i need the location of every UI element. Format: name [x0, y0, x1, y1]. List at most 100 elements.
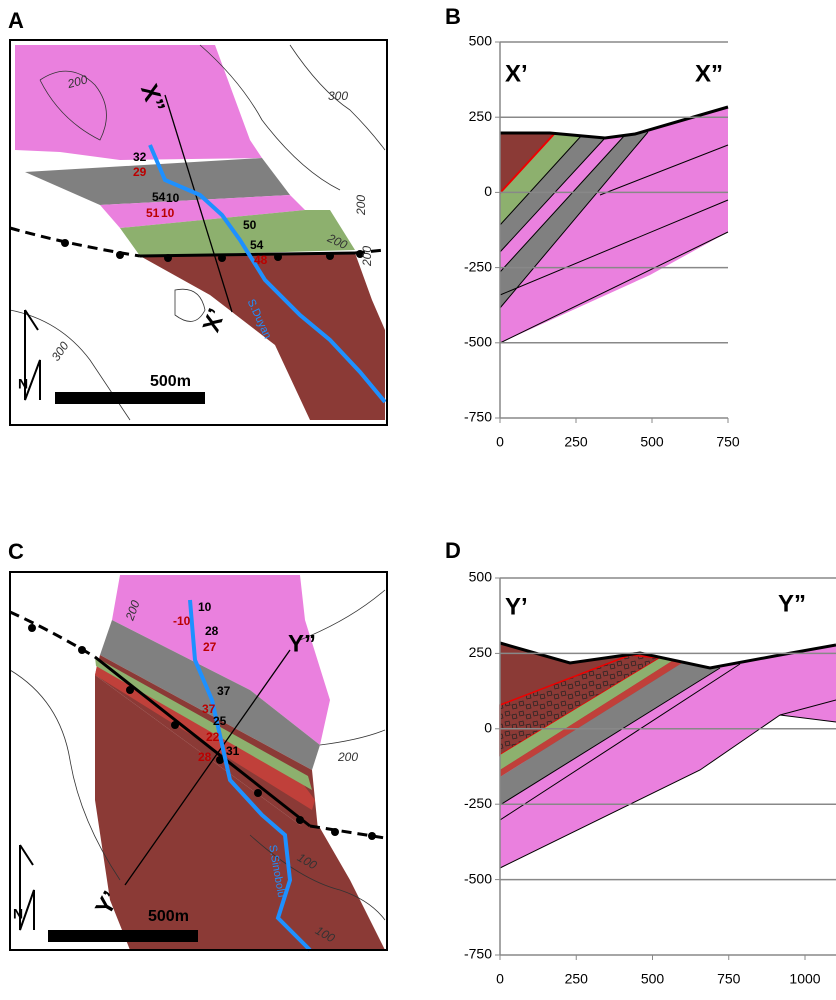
- shape: [25, 158, 290, 205]
- x-tick-label: 0: [496, 434, 504, 450]
- section-d: [499, 641, 836, 869]
- y-tick-label: -750: [464, 946, 492, 962]
- label: 50: [243, 218, 257, 232]
- shape: [356, 250, 364, 258]
- y-tick-label: 250: [469, 108, 493, 124]
- label: -10: [173, 614, 191, 628]
- label: 300: [328, 89, 348, 103]
- map-a: 200 300 200 200 200 300 32 29 54 10 51 1…: [9, 39, 388, 426]
- shape: [171, 721, 179, 729]
- shape: [499, 663, 836, 869]
- label: A: [8, 8, 24, 33]
- label: 29: [133, 165, 147, 179]
- label: 22: [206, 730, 220, 744]
- shape: [218, 254, 226, 262]
- shape: [61, 239, 69, 247]
- label: 500m: [150, 373, 191, 390]
- map-c: 200 200 100 100 10 -10 28 27 37 37 25 22…: [9, 571, 388, 952]
- label: 200: [65, 72, 89, 91]
- label: 54: [250, 238, 264, 252]
- shape: [319, 729, 386, 746]
- label: N: [18, 376, 28, 392]
- shape: [15, 45, 262, 160]
- shape: [254, 789, 262, 797]
- shape: [164, 254, 172, 262]
- label: 32: [133, 150, 147, 164]
- shape: [95, 675, 385, 950]
- shape: [95, 657, 312, 790]
- shape: [331, 828, 339, 836]
- shape: [24, 309, 41, 401]
- label: C: [8, 539, 24, 564]
- shape: [499, 131, 729, 344]
- shape: [199, 44, 341, 191]
- x-tick-label: 250: [564, 434, 588, 450]
- shape: [174, 288, 206, 322]
- shape: [48, 930, 198, 942]
- shape: [9, 571, 388, 951]
- shape: [326, 252, 334, 260]
- shape: [94, 655, 311, 828]
- x-tick-label: 0: [496, 971, 504, 987]
- shape: [9, 39, 388, 426]
- label: Y”: [778, 590, 806, 617]
- shape: [289, 44, 386, 151]
- shape: [500, 135, 605, 252]
- label: X’: [505, 60, 528, 87]
- shape: [500, 663, 720, 805]
- shape: [164, 94, 233, 313]
- x-tick-label: 1000: [789, 971, 820, 987]
- shape: [500, 658, 672, 770]
- x-tick-label: 750: [717, 971, 741, 987]
- shape: [124, 649, 291, 886]
- label: B: [445, 4, 461, 29]
- label: 500m: [148, 908, 189, 925]
- label: N: [13, 906, 23, 922]
- label: 10: [198, 600, 212, 614]
- shape: [100, 195, 305, 228]
- y-tick-label: -500: [464, 334, 492, 350]
- x-tick-label: 500: [640, 434, 664, 450]
- label: 28: [205, 624, 219, 638]
- label: 37: [202, 702, 216, 716]
- shape: [112, 575, 330, 745]
- shape: [55, 392, 205, 404]
- label: 25: [213, 714, 227, 728]
- x-tick-label: 750: [716, 434, 740, 450]
- shape: [249, 834, 386, 921]
- label: 48: [254, 253, 268, 267]
- shape: [19, 844, 35, 931]
- shape: [500, 661, 682, 777]
- label: 54: [152, 190, 166, 204]
- shape: [500, 105, 729, 140]
- x-tick-label: 250: [565, 971, 589, 987]
- shape: [28, 624, 36, 632]
- label: D: [445, 538, 461, 563]
- label: 200: [354, 195, 368, 216]
- shape: [499, 132, 556, 194]
- label: Y’: [505, 593, 528, 620]
- shape: [78, 646, 86, 654]
- y-tick-label: 250: [469, 644, 493, 660]
- y-tick-label: 0: [484, 183, 492, 199]
- shape: [274, 253, 282, 261]
- label: 31: [226, 744, 240, 758]
- label: 28: [198, 750, 212, 764]
- shape: [9, 226, 141, 258]
- shape: [299, 589, 386, 641]
- section-b: [499, 105, 729, 344]
- label: X”: [695, 60, 723, 87]
- label: 37: [217, 684, 231, 698]
- shape: [216, 756, 224, 764]
- shape: [309, 824, 386, 840]
- label: 10: [166, 191, 180, 205]
- label: 200: [360, 246, 374, 267]
- label: Y”: [288, 630, 316, 657]
- y-tick-label: -500: [464, 870, 492, 886]
- shape: [368, 832, 376, 840]
- shape: [9, 669, 121, 881]
- shape: [188, 599, 312, 952]
- shape: [39, 70, 107, 141]
